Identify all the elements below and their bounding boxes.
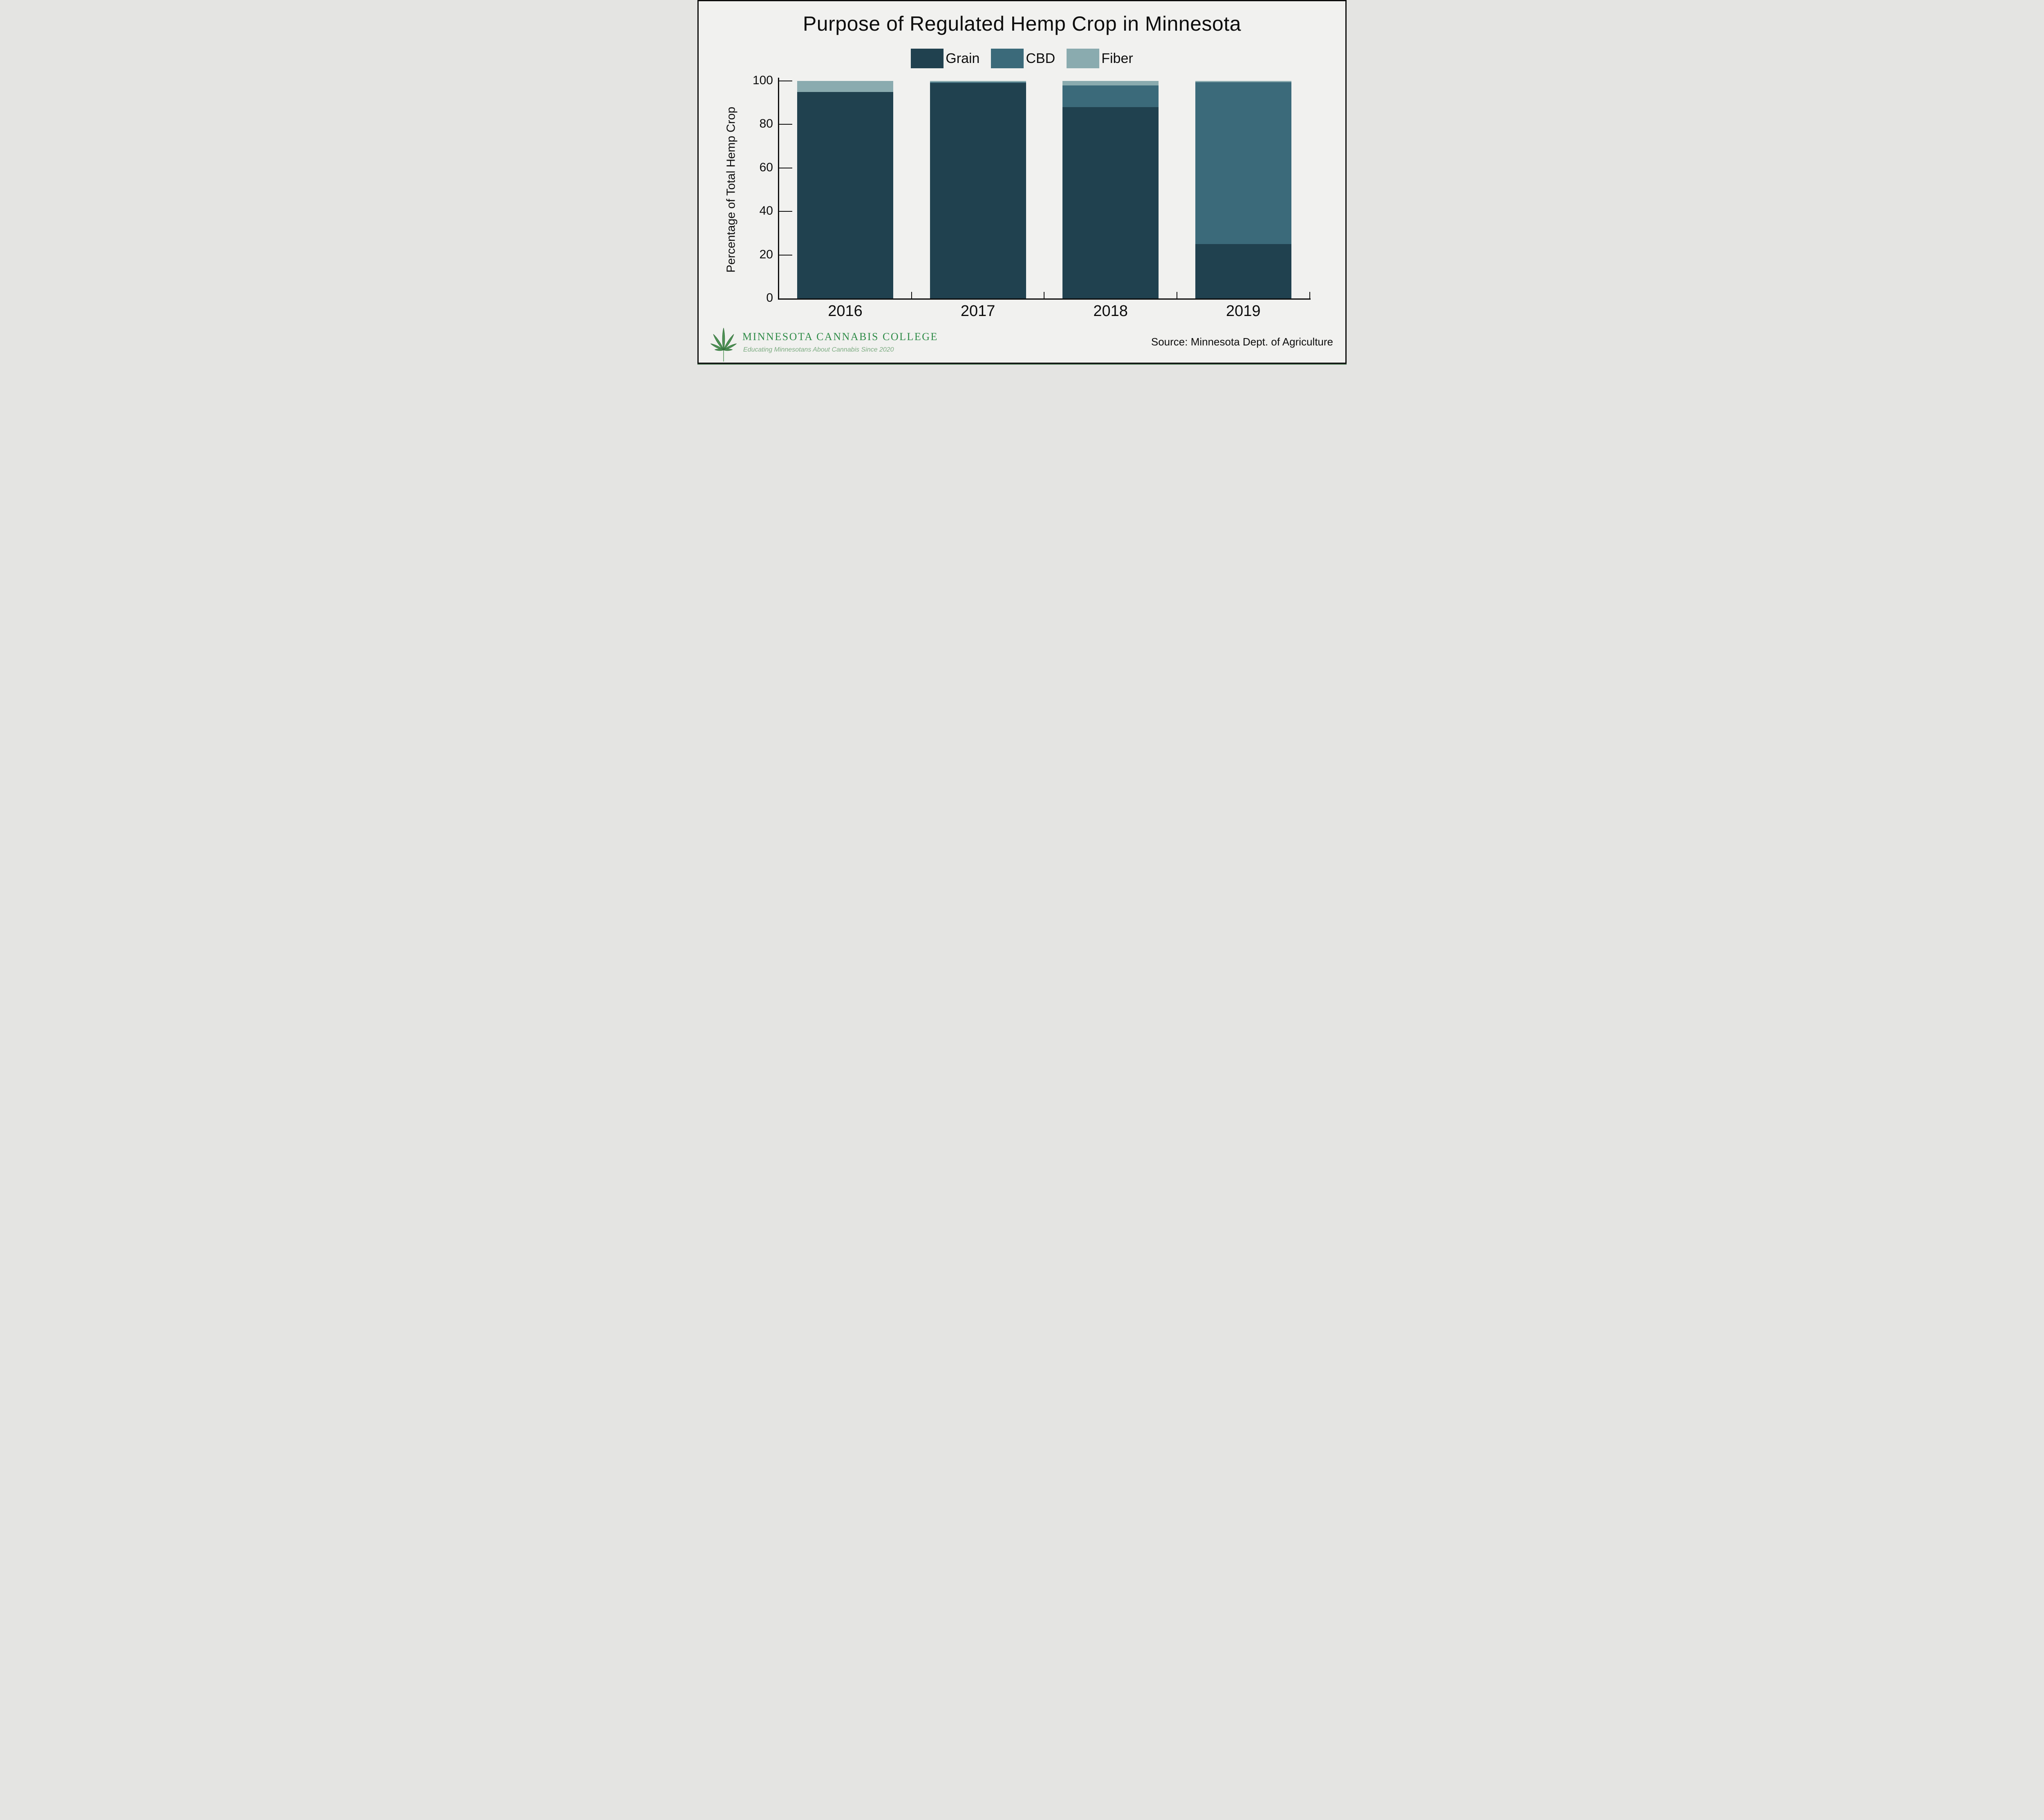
bar-2018 — [1062, 81, 1159, 298]
x-axis-line — [778, 298, 1311, 300]
plot-area — [779, 81, 1310, 298]
y-tick-label-40: 40 — [759, 204, 773, 218]
bar-segment-2019-cbd — [1195, 82, 1291, 244]
y-tick-40 — [779, 211, 792, 212]
footer-org-name: MINNESOTA CANNABIS COLLEGE — [742, 331, 938, 343]
x-tick-4 — [1309, 292, 1310, 298]
bar-2019 — [1195, 81, 1291, 298]
y-tick-label-80: 80 — [759, 117, 773, 131]
bar-segment-2019-grain — [1195, 244, 1291, 298]
bar-segment-2018-fiber — [1062, 81, 1159, 85]
x-tick-1 — [911, 292, 912, 298]
y-tick-label-20: 20 — [759, 247, 773, 261]
legend-item-grain: Grain — [911, 49, 979, 68]
x-category-label-2019: 2019 — [1226, 303, 1261, 320]
bar-segment-2017-grain — [930, 83, 1026, 298]
y-axis-spine — [778, 78, 779, 298]
legend: Grain CBD Fiber — [699, 49, 1345, 68]
cannabis-leaf-icon — [710, 327, 737, 362]
x-category-label-2016: 2016 — [828, 303, 863, 320]
legend-label: CBD — [1026, 50, 1056, 66]
bar-segment-2016-grain — [797, 92, 893, 298]
y-tick-label-100: 100 — [752, 74, 773, 87]
legend-swatch-cbd — [991, 49, 1024, 68]
chart-card: Purpose of Regulated Hemp Crop in Minnes… — [697, 0, 1347, 364]
legend-item-cbd: CBD — [991, 49, 1055, 68]
y-tick-label-60: 60 — [759, 160, 773, 174]
legend-swatch-grain — [911, 49, 944, 68]
x-category-label-2018: 2018 — [1093, 303, 1128, 320]
chart-title: Purpose of Regulated Hemp Crop in Minnes… — [802, 12, 1242, 35]
bar-segment-2018-cbd — [1062, 85, 1159, 107]
footer-tagline: Educating Minnesotans About Cannabis Sin… — [743, 346, 894, 353]
legend-item-fiber: Fiber — [1067, 49, 1133, 68]
legend-label: Fiber — [1101, 50, 1133, 66]
y-tick-80 — [779, 124, 792, 125]
bar-2016 — [797, 81, 893, 298]
legend-label: Grain — [946, 50, 980, 66]
y-tick-20 — [779, 254, 792, 256]
bar-segment-2017-cbd — [930, 82, 1026, 83]
y-tick-label-0: 0 — [766, 291, 773, 305]
bar-segment-2018-grain — [1062, 107, 1159, 298]
bar-segment-2016-fiber — [797, 81, 893, 92]
source-attribution: Source: Minnesota Dept. of Agriculture — [1151, 336, 1333, 348]
bar-segment-2019-fiber — [1195, 81, 1291, 82]
bar-segment-2017-fiber — [930, 81, 1026, 82]
legend-swatch-fiber — [1067, 49, 1100, 68]
x-category-label-2017: 2017 — [960, 303, 995, 320]
bar-2017 — [930, 81, 1026, 298]
